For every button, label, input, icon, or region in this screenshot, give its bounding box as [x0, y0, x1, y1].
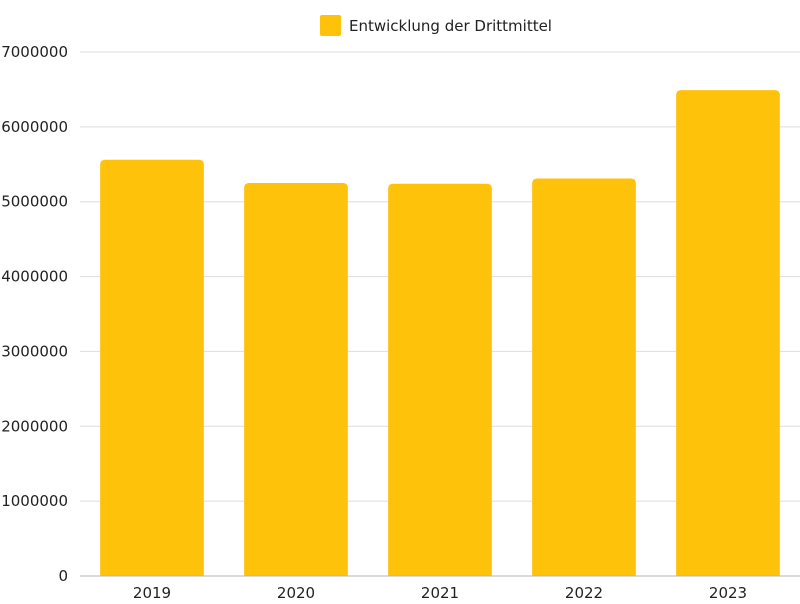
y-tick-label: 2000000	[1, 417, 68, 435]
y-tick-label: 4000000	[1, 268, 68, 286]
x-tick-labels: 2019 2020 2021 2022 2023	[133, 584, 747, 602]
x-tick-label: 2022	[565, 584, 603, 600]
legend: Entwicklung der Drittmittel	[320, 15, 552, 36]
bar-2023	[676, 90, 780, 577]
y-tick-label: 5000000	[1, 193, 68, 211]
y-tick-label: 0	[58, 567, 68, 585]
y-tick-label: 1000000	[1, 492, 68, 510]
legend-label: Entwicklung der Drittmittel	[349, 17, 552, 35]
x-tick-label: 2023	[709, 584, 747, 600]
bar-2020	[244, 183, 348, 576]
bar-2022	[532, 178, 636, 576]
x-tick-label: 2019	[133, 584, 171, 600]
x-tick-label: 2021	[421, 584, 459, 600]
x-tick-label: 2020	[277, 584, 315, 600]
bars	[100, 90, 780, 577]
legend-swatch	[320, 15, 341, 36]
y-tick-label: 7000000	[1, 43, 68, 61]
bar-2021	[388, 183, 492, 576]
y-tick-label: 6000000	[1, 118, 68, 136]
y-tick-label: 3000000	[1, 342, 68, 360]
y-tick-labels: 0 1000000 2000000 3000000 4000000 5000000 6000…	[1, 43, 68, 585]
bar-2019	[100, 159, 204, 576]
